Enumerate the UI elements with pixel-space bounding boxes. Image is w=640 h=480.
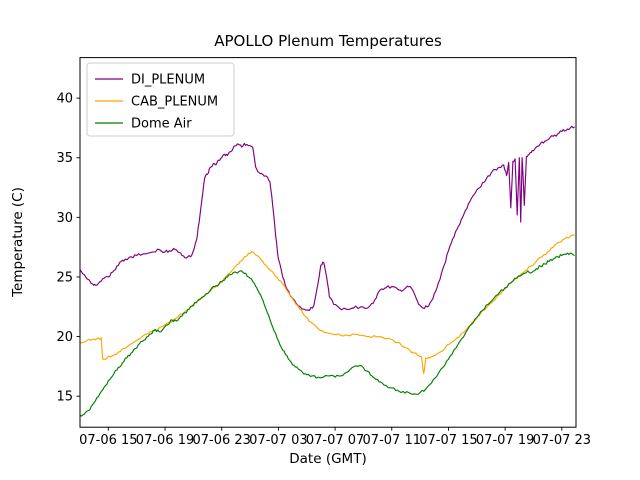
y-tick-label: 25 [56,270,73,285]
y-tick-label: 20 [56,330,73,345]
legend-label-cab-plenum: CAB_PLENUM [131,95,218,110]
y-tick-label: 30 [56,211,73,226]
legend: DI_PLENUM CAB_PLENUM Dome Air [86,62,235,137]
series-group [79,125,575,417]
x-tick-label: 07-07 03 [249,433,307,448]
y-axis-label: Temperature (C) [10,187,26,298]
x-tick-label: 07-06 23 [192,433,250,448]
legend-label-di-plenum: DI_PLENUM [131,73,205,88]
legend-box [86,62,235,137]
chart-title: APOLLO Plenum Temperatures [214,32,442,50]
series-line-di-plenum [79,125,575,311]
x-tick-label: 07-07 19 [476,433,534,448]
y-tick-label: 40 [56,92,73,107]
x-tick-label: 07-07 15 [419,433,477,448]
x-tick-label: 07-06 19 [136,433,194,448]
series-line-cab-plenum [79,234,575,375]
series-line-dome-air [79,252,575,417]
y-tick-label: 35 [56,151,73,166]
y-tick-label: 15 [56,390,73,405]
axes-frame [79,57,577,428]
x-axis-label: Date (GMT) [289,451,366,467]
x-tick-label: 07-07 07 [306,433,364,448]
x-tick-label: 07-06 15 [79,433,137,448]
legend-label-dome-air: Dome Air [131,117,192,132]
x-tick-label: 07-07 23 [533,433,591,448]
x-tick-label: 07-07 11 [363,433,421,448]
y-ticks-group: 15 20 25 30 35 40 [56,92,80,405]
